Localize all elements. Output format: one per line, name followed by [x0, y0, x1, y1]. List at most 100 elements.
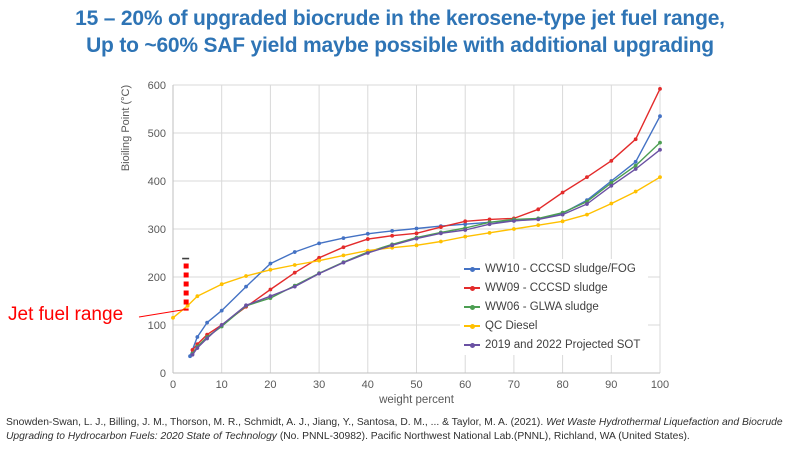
legend-item: 2019 and 2022 Projected SOT: [464, 339, 640, 351]
series-point: [463, 234, 468, 239]
series-point: [609, 181, 614, 185]
x-axis-title: weight percent: [379, 394, 454, 406]
series-point: [244, 284, 248, 289]
series-point: [585, 202, 589, 206]
series-point: [365, 251, 370, 255]
series-point: [195, 294, 200, 299]
legend-label: WW09 - CCCSD sludge: [485, 282, 608, 294]
series-point: [585, 212, 589, 217]
x-tick-label: 40: [362, 379, 374, 391]
series-point: [463, 219, 468, 224]
series-point: [195, 335, 200, 339]
y-tick-label: 600: [148, 80, 166, 92]
series-point: [633, 163, 638, 168]
series-point: [438, 225, 443, 229]
x-tick-label: 20: [264, 379, 276, 391]
y-axis-title: Bioiling Point (°C): [120, 84, 132, 172]
x-tick-label: 10: [216, 379, 228, 391]
series-point: [658, 86, 662, 91]
series-point: [658, 147, 662, 152]
series-point: [268, 294, 273, 299]
series-point: [487, 230, 492, 235]
series-point: [190, 352, 195, 357]
series-point: [536, 217, 541, 222]
series-point: [438, 239, 443, 244]
series-point: [414, 236, 419, 241]
series-point: [390, 243, 395, 248]
legend-item: WW09 - CCCSD sludge: [464, 282, 640, 294]
y-tick-label: 0: [160, 368, 166, 380]
legend-item: QC Diesel: [464, 320, 640, 332]
series-point: [658, 114, 662, 119]
series-point: [560, 212, 565, 217]
series-point: [365, 237, 370, 241]
y-tick-label: 300: [148, 224, 166, 236]
series-point: [512, 218, 516, 223]
legend-item: WW06 - GLWA sludge: [464, 301, 640, 313]
series-point: [609, 158, 614, 163]
legend-line-marker-icon: [464, 304, 480, 310]
series-point: [185, 303, 190, 308]
series-point: [341, 253, 346, 258]
series-point: [560, 190, 565, 195]
legend-line-marker-icon: [464, 285, 480, 291]
legend-label: WW10 - CCCSD sludge/FOG: [485, 263, 636, 275]
legend-label: QC Diesel: [485, 320, 538, 332]
series-point: [658, 175, 662, 180]
series-point: [317, 241, 321, 246]
y-tick-label: 500: [148, 128, 166, 140]
series-point: [414, 243, 419, 248]
slide-title-line1: 15 – 20% of upgraded biocrude in the ker…: [75, 7, 725, 30]
series-point: [219, 308, 224, 313]
series-point: [414, 231, 419, 236]
series-point: [292, 270, 297, 275]
series-point: [205, 320, 209, 325]
series-point: [658, 140, 662, 145]
citation-part2: (No. PNNL-30982). Pacific Northwest Nati…: [276, 430, 690, 442]
legend-line-marker-icon: [464, 266, 480, 272]
x-tick-label: 90: [605, 379, 617, 391]
series-point: [268, 267, 273, 272]
series-point: [190, 348, 195, 352]
series-point: [536, 223, 541, 228]
series-line-4: [191, 149, 661, 356]
series-point: [317, 258, 321, 263]
x-tick-label: 80: [556, 379, 568, 391]
x-tick-label: 100: [651, 379, 669, 391]
citation-part1: Snowden-Swan, L. J., Billing, J. M., Tho…: [6, 417, 547, 428]
series-point: [317, 271, 321, 276]
y-tick-label: 100: [148, 320, 166, 332]
series-point: [268, 287, 273, 292]
series-point: [292, 250, 297, 254]
series-point: [317, 255, 321, 260]
series-point: [609, 183, 614, 188]
series-point: [205, 336, 209, 341]
series-point: [390, 229, 395, 233]
jet-fuel-range-leader-line: [138, 309, 185, 318]
series-point: [219, 323, 224, 327]
x-tick-label: 30: [313, 379, 325, 391]
series-point: [341, 260, 346, 265]
series-point: [171, 315, 175, 320]
slide-title: 15 – 20% of upgraded biocrude in the ker…: [0, 5, 800, 60]
series-point: [438, 231, 443, 236]
series-point: [463, 222, 468, 227]
x-tick-label: 70: [508, 379, 520, 391]
series-point: [195, 346, 200, 350]
series-point: [244, 274, 248, 278]
series-point: [292, 284, 297, 289]
series-point: [585, 175, 589, 180]
series-point: [463, 228, 468, 232]
y-tick-label: 200: [148, 272, 166, 284]
legend-item: WW10 - CCCSD sludge/FOG: [464, 263, 640, 275]
series-point: [633, 189, 638, 194]
series-line-3: [172, 176, 661, 319]
slide-title-line2: Up to ~60% SAF yield maybe possible with…: [86, 34, 714, 58]
series-point: [633, 159, 638, 164]
series-point: [633, 137, 638, 142]
citation-title-italic: Wet Waste Hydrothermal Liquefaction and …: [6, 417, 783, 442]
series-point: [414, 226, 419, 231]
y-tick-label: 400: [148, 176, 166, 188]
series-point: [487, 222, 492, 227]
